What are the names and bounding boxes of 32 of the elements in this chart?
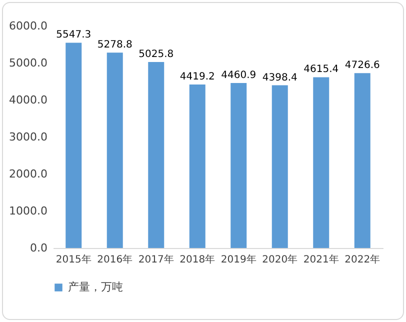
- legend-label: 产量，万吨: [68, 280, 123, 294]
- bar: [230, 82, 247, 248]
- x-tick-label: 2018年: [180, 254, 216, 266]
- x-tick-label: 2016年: [97, 254, 133, 266]
- x-tick-label: 2019年: [220, 254, 256, 266]
- bar: [313, 77, 330, 248]
- x-tick-label: 2022年: [344, 254, 380, 266]
- bar: [66, 42, 82, 248]
- y-tick-label: 4000.0: [9, 94, 48, 106]
- bar: [189, 84, 206, 248]
- data-label: 4398.4: [262, 72, 298, 84]
- data-label: 5278.8: [97, 40, 132, 51]
- bar: [148, 62, 164, 248]
- data-label: 4419.2: [180, 71, 215, 82]
- bar: [354, 73, 370, 248]
- y-tick-label: 6000.0: [9, 20, 48, 32]
- x-tick-label: 2017年: [138, 254, 174, 266]
- y-tick-label: 0.0: [30, 242, 48, 254]
- y-tick-label: 1000.0: [9, 204, 48, 218]
- y-tick-label: 5000.0: [9, 56, 48, 70]
- data-label: 5025.8: [138, 49, 174, 60]
- x-tick-label: 2021年: [303, 254, 339, 266]
- y-tick-label: 2000.0: [9, 168, 48, 180]
- data-label: 5547.3: [56, 30, 92, 41]
- x-tick-label: 2020年: [262, 254, 298, 266]
- data-label: 4615.4: [304, 64, 339, 76]
- bar: [106, 52, 123, 248]
- data-label: 4726.6: [344, 60, 380, 72]
- bar: [272, 85, 288, 248]
- data-label: 4460.9: [221, 70, 256, 81]
- y-tick-label: 3000.0: [9, 130, 48, 144]
- x-tick-label: 2015年: [56, 254, 92, 266]
